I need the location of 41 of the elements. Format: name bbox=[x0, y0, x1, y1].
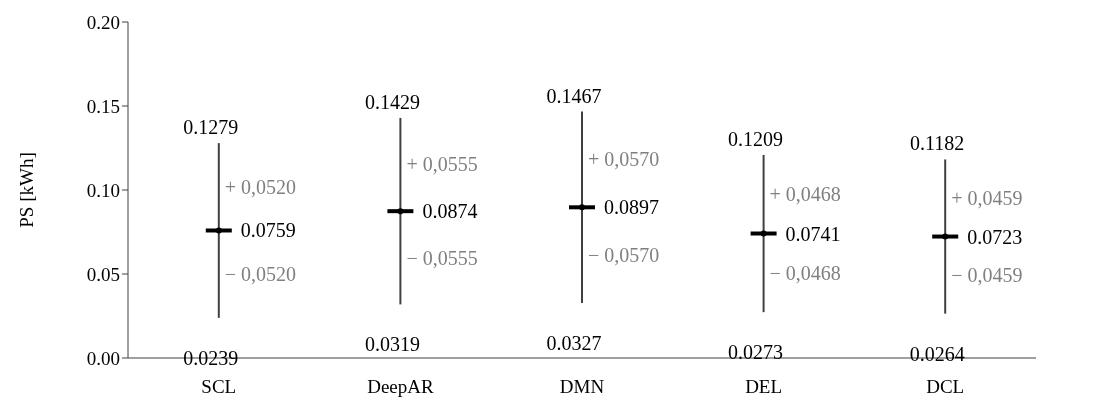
data-label: 0.0874 bbox=[422, 200, 478, 223]
y-tick-label: 0.00 bbox=[86, 347, 120, 369]
data-label: 0.0741 bbox=[785, 222, 841, 245]
annotation: + 0,0555 bbox=[406, 153, 478, 176]
annotation: − 0,0570 bbox=[588, 244, 660, 267]
x-tick-label: DeepAR bbox=[367, 376, 434, 398]
annotation: 0.0273 bbox=[728, 341, 784, 364]
data-label: 0.0723 bbox=[967, 225, 1023, 248]
point bbox=[760, 230, 767, 237]
y-tick-label: 0.05 bbox=[86, 263, 120, 285]
point bbox=[397, 208, 404, 215]
annotation: 0.0264 bbox=[909, 342, 965, 365]
annotation: + 0,0468 bbox=[769, 183, 841, 206]
point bbox=[942, 233, 949, 240]
annotation: 0.1279 bbox=[183, 116, 239, 139]
annotation: 0.1429 bbox=[364, 90, 420, 113]
annotation: 0.1182 bbox=[910, 132, 965, 155]
y-tick-label: 0.15 bbox=[86, 95, 120, 117]
annotation: + 0,0520 bbox=[224, 175, 297, 198]
data-label: 0.0897 bbox=[604, 196, 659, 219]
y-axis-title: PS [kWh] bbox=[15, 152, 37, 228]
x-tick-label: SCL bbox=[201, 376, 237, 398]
x-tick-label: DCL bbox=[926, 376, 965, 398]
y-tick-label: 0.10 bbox=[86, 179, 120, 201]
annotation: 0.0319 bbox=[364, 333, 420, 356]
x-tick-label: DEL bbox=[745, 376, 783, 398]
annotation: 0.0327 bbox=[546, 332, 602, 355]
y-tick-label: 0.20 bbox=[86, 11, 120, 33]
point bbox=[579, 204, 585, 211]
annotation: − 0,0468 bbox=[769, 261, 841, 284]
annotation: + 0,0570 bbox=[588, 148, 660, 171]
annotation: − 0,0459 bbox=[951, 264, 1023, 287]
annotation: − 0,0555 bbox=[406, 246, 478, 269]
annotation: 0.1467 bbox=[546, 84, 602, 107]
annotation: 0.1209 bbox=[728, 127, 784, 150]
annotation: 0.0239 bbox=[183, 346, 239, 369]
annotation: − 0,0520 bbox=[224, 263, 297, 286]
annotation: + 0,0459 bbox=[951, 186, 1023, 209]
point bbox=[215, 227, 222, 234]
data-label: 0.0759 bbox=[240, 219, 296, 242]
x-tick-label: DMN bbox=[559, 376, 605, 398]
